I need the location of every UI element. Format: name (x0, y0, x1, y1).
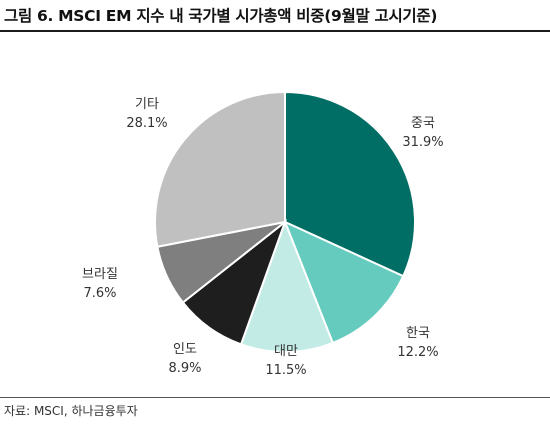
title-rule (0, 30, 550, 32)
slice-name-label-2: 대만 (274, 344, 298, 359)
slice-value-label-3: 8.9% (168, 361, 201, 376)
pie-slice-5 (154, 90, 286, 248)
source-note: 자료: MSCI, 하나금융투자 (4, 404, 138, 418)
slice-name-label-1: 한국 (406, 326, 430, 341)
slice-value-label-0: 31.9% (402, 135, 443, 150)
slice-value-label-5: 28.1% (126, 116, 167, 131)
pie-slice-0 (284, 90, 416, 278)
slice-name-label-0: 중국 (411, 116, 435, 131)
slice-name-label-3: 인도 (173, 342, 197, 357)
slice-name-label-5: 기타 (135, 97, 159, 112)
slice-name-label-4: 브라질 (82, 267, 118, 282)
pie-slice-1 (283, 220, 405, 345)
slice-value-label-1: 12.2% (397, 345, 438, 360)
source-rule (0, 397, 550, 398)
pie-slice-2 (239, 219, 335, 353)
chart-title: 그림 6. MSCI EM 지수 내 국가별 시가총액 비중(9월말 고시기준) (4, 7, 438, 25)
slice-value-label-4: 7.6% (83, 286, 116, 301)
slice-value-label-2: 11.5% (265, 363, 306, 378)
